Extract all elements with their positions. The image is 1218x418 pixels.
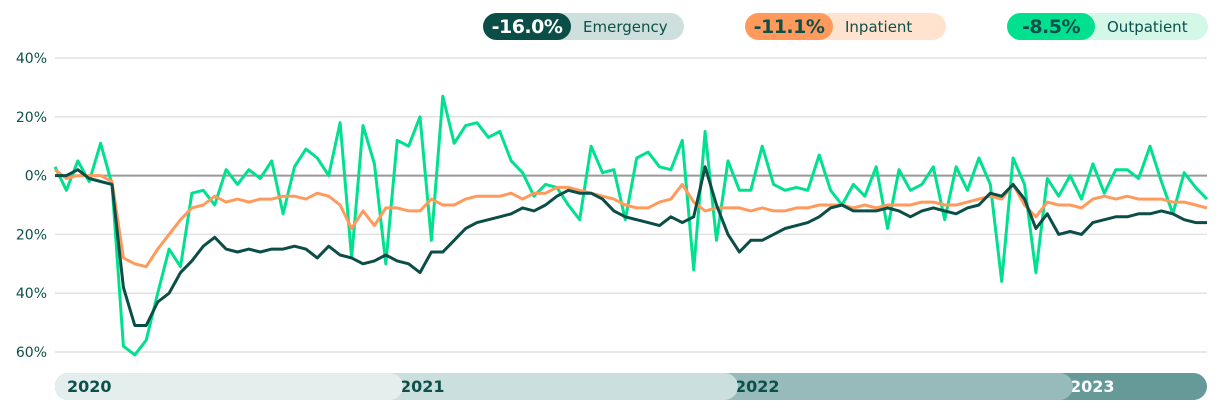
legend-inpatient[interactable]: -11.1% Inpatient: [745, 13, 946, 40]
year-label: 2020: [67, 377, 112, 396]
year-label: 2021: [400, 377, 445, 396]
y-tick-label: 40%: [16, 51, 47, 67]
legend-label: Emergency: [583, 17, 668, 36]
y-tick-label: 60%: [16, 345, 47, 361]
year-label: 2022: [735, 377, 780, 396]
y-tick-label: 40%: [16, 286, 47, 302]
legend-emergency[interactable]: -16.0% Emergency: [483, 13, 684, 40]
legend-label: Outpatient: [1107, 17, 1188, 36]
legend-outpatient[interactable]: -8.5% Outpatient: [1007, 13, 1208, 40]
y-tick-label: 0%: [25, 169, 47, 185]
year-label: 2023: [1070, 377, 1115, 396]
series-line-outpatient: [53, 94, 1209, 357]
legend-value: -16.0%: [483, 13, 571, 40]
legend-value: -11.1%: [745, 13, 833, 40]
series-line-emergency: [55, 165, 1207, 327]
legend-label: Inpatient: [845, 17, 913, 36]
y-tick-label: 20%: [16, 227, 47, 243]
legend-value: -8.5%: [1007, 13, 1095, 40]
year-2020-band[interactable]: 2020: [55, 373, 403, 400]
y-tick-label: 20%: [16, 110, 47, 126]
